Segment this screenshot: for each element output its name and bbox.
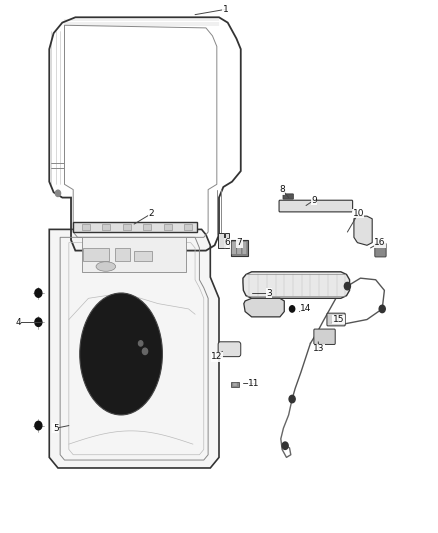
Circle shape [142,348,148,354]
Text: 13: 13 [313,344,325,353]
Text: 2: 2 [149,209,154,218]
Polygon shape [243,272,350,298]
Ellipse shape [96,262,116,271]
Text: 16: 16 [374,238,386,247]
FancyBboxPatch shape [237,241,242,254]
Text: 7: 7 [237,238,242,247]
FancyBboxPatch shape [134,251,152,261]
FancyBboxPatch shape [102,224,110,230]
Circle shape [379,305,385,313]
FancyBboxPatch shape [327,313,345,326]
Text: 1: 1 [223,5,228,14]
FancyBboxPatch shape [123,224,131,230]
Circle shape [35,421,42,430]
Text: 10: 10 [353,209,364,218]
FancyBboxPatch shape [82,224,90,230]
FancyBboxPatch shape [83,248,110,261]
FancyBboxPatch shape [82,237,186,272]
Text: 8: 8 [279,185,285,194]
Circle shape [344,282,350,290]
FancyBboxPatch shape [225,233,230,248]
Circle shape [290,306,295,312]
FancyBboxPatch shape [184,224,192,230]
FancyBboxPatch shape [279,200,353,212]
Circle shape [282,442,288,449]
FancyBboxPatch shape [232,241,237,254]
Polygon shape [49,229,219,468]
Text: 12: 12 [211,352,223,361]
FancyBboxPatch shape [73,222,197,232]
FancyBboxPatch shape [233,383,237,386]
Ellipse shape [80,293,162,415]
Text: 6: 6 [225,238,230,247]
Text: 5: 5 [53,424,59,433]
FancyBboxPatch shape [218,233,224,248]
Polygon shape [244,298,284,317]
FancyBboxPatch shape [231,382,239,387]
FancyBboxPatch shape [115,248,130,261]
FancyBboxPatch shape [314,329,335,344]
Polygon shape [354,216,372,245]
FancyBboxPatch shape [375,243,386,257]
Circle shape [35,289,42,297]
Text: 3: 3 [266,288,272,297]
Text: 15: 15 [333,315,344,324]
FancyBboxPatch shape [143,224,151,230]
FancyBboxPatch shape [283,194,293,199]
FancyBboxPatch shape [218,342,241,357]
FancyBboxPatch shape [242,241,247,254]
Circle shape [289,395,295,403]
FancyBboxPatch shape [164,224,172,230]
Circle shape [138,341,143,346]
Circle shape [35,318,42,326]
FancyBboxPatch shape [231,240,248,256]
Text: 14: 14 [300,304,312,313]
Circle shape [55,190,60,197]
Text: 11: 11 [248,378,260,387]
Text: 9: 9 [311,196,317,205]
Text: 4: 4 [15,318,21,327]
